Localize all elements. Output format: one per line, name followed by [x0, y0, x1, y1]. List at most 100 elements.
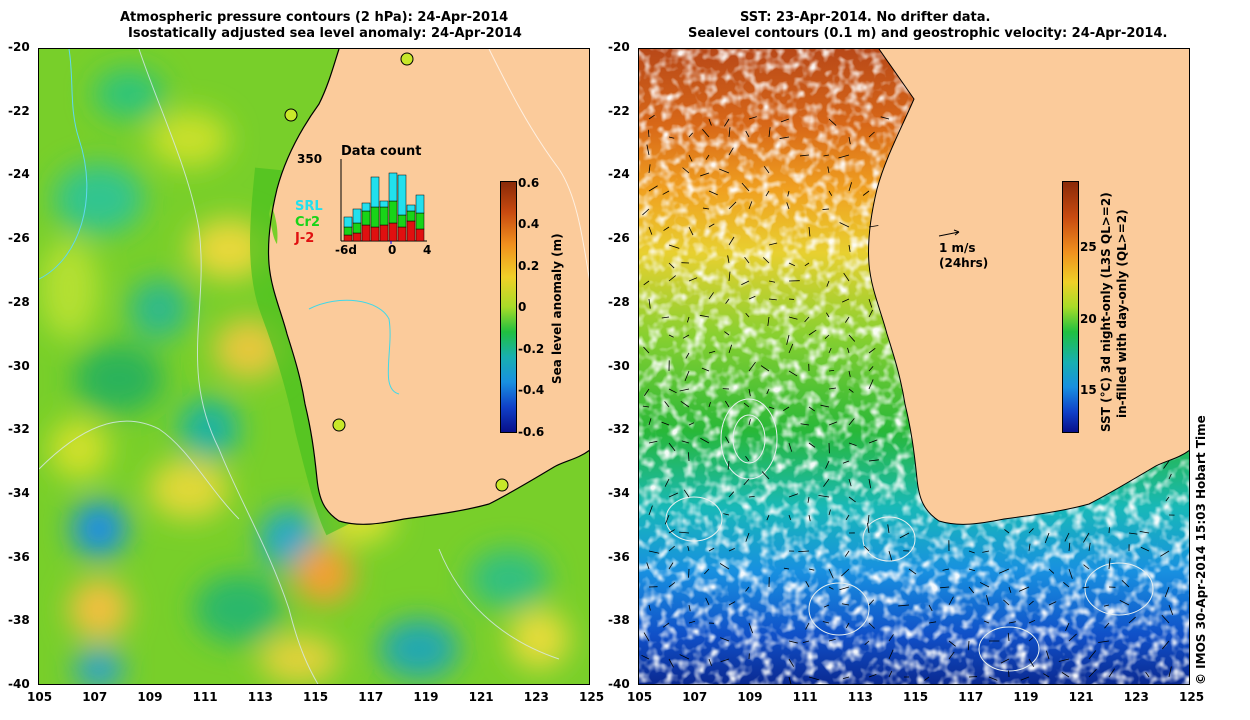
- velocity-arrow: [720, 637, 730, 642]
- velocity-arrow: [668, 658, 674, 668]
- velocity-arrow: [799, 154, 810, 157]
- velocity-arrow: [748, 116, 757, 120]
- velocity-arrow: [988, 676, 998, 681]
- sst-map-panel[interactable]: 1 m/s (24hrs): [638, 48, 1190, 685]
- tide-gauge-marker[interactable]: [400, 52, 414, 66]
- velocity-arrow: [745, 532, 750, 542]
- histogram-bar: [415, 228, 425, 242]
- x-tick-label: 121: [468, 690, 494, 704]
- velocity-arrow: [745, 312, 750, 318]
- sla-map-panel[interactable]: Data count 350 -6d 0 4 SRL Cr2 J-2: [38, 48, 590, 685]
- velocity-scale-line2: (24hrs): [939, 256, 989, 270]
- velocity-arrow: [765, 190, 770, 197]
- velocity-arrow: [1068, 633, 1077, 642]
- velocity-arrow: [822, 208, 830, 210]
- velocity-arrow: [828, 421, 838, 426]
- velocity-arrow: [663, 226, 670, 231]
- velocity-arrow: [983, 620, 990, 624]
- velocity-arrow: [928, 604, 933, 612]
- velocity-arrow: [1121, 580, 1130, 588]
- velocity-arrow: [788, 442, 793, 452]
- velocity-arrow: [1004, 529, 1010, 534]
- velocity-arrow: [888, 670, 893, 678]
- velocity-arrow: [648, 164, 651, 174]
- sla-cb-tick: -0.6: [518, 425, 545, 439]
- x-tick-label: 109: [737, 690, 763, 704]
- velocity-arrow: [1058, 658, 1070, 662]
- velocity-arrow: [701, 367, 710, 372]
- velocity-arrow: [1163, 460, 1170, 469]
- velocity-arrow: [788, 493, 799, 498]
- velocity-arrow: [828, 509, 831, 516]
- velocity-arrow: [745, 130, 750, 138]
- velocity-arrow: [768, 406, 775, 410]
- velocity-arrow: [825, 312, 830, 318]
- velocity-arrow: [845, 622, 850, 629]
- velocity-arrow: [1162, 640, 1170, 650]
- velocity-arrow: [898, 604, 910, 607]
- velocity-arrow: [1088, 650, 1097, 660]
- sst-colorbar: [1062, 181, 1079, 433]
- x-tick-label: 113: [247, 690, 273, 704]
- velocity-arrow: [788, 370, 798, 377]
- velocity-arrow: [828, 586, 834, 590]
- histogram-bar: [352, 208, 362, 224]
- velocity-arrow: [787, 190, 790, 197]
- velocity-arrow: [868, 599, 875, 606]
- velocity-arrow: [1103, 604, 1110, 607]
- tide-gauge-marker[interactable]: [332, 418, 346, 432]
- velocity-arrow: [888, 649, 894, 660]
- velocity-arrow: [968, 586, 975, 594]
- histogram-bar: [343, 234, 353, 242]
- y-tick-label: -26: [608, 231, 630, 246]
- sealevel-contour: [1084, 562, 1154, 616]
- sealevel-contour: [862, 516, 916, 562]
- velocity-arrow: [708, 118, 712, 126]
- velocity-arrow: [868, 379, 874, 390]
- velocity-arrow: [1168, 604, 1174, 615]
- velocity-arrow: [786, 334, 790, 345]
- tide-gauge-marker[interactable]: [284, 108, 298, 122]
- pressure-contour: [138, 49, 319, 684]
- y-tick-label: -20: [608, 40, 630, 54]
- velocity-scale-arrow: [938, 231, 960, 237]
- data-count-x-mid: 0: [388, 243, 397, 257]
- velocity-arrow: [745, 456, 750, 462]
- velocity-arrow: [868, 347, 876, 354]
- histogram-bar: [361, 202, 371, 212]
- velocity-arrow: [1104, 622, 1110, 629]
- y-tick-label: -22: [608, 103, 630, 118]
- velocity-arrow: [845, 514, 850, 520]
- velocity-arrow: [648, 604, 651, 611]
- velocity-arrow: [648, 550, 660, 554]
- sst-cb-label-1: SST (°C) 3d night-only (L3S QL>=2): [1099, 192, 1113, 432]
- velocity-arrow: [1160, 550, 1170, 557]
- velocity-arrow: [1018, 586, 1030, 592]
- velocity-arrow: [868, 622, 875, 629]
- velocity-arrow: [864, 640, 870, 645]
- histogram-bar: [370, 206, 380, 228]
- velocity-arrow: [848, 442, 857, 446]
- velocity-arrow: [805, 580, 810, 588]
- velocity-arrow: [788, 514, 792, 520]
- velocity-arrow: [808, 568, 815, 571]
- velocity-arrow: [968, 550, 975, 554]
- histogram-bar: [397, 226, 407, 242]
- histogram-bar: [415, 212, 425, 230]
- velocity-arrow: [724, 400, 730, 408]
- velocity-arrow: [728, 127, 731, 138]
- velocity-arrow: [1048, 568, 1055, 574]
- sla-cb-tick: -0.4: [518, 383, 545, 397]
- tide-gauge-marker[interactable]: [495, 478, 509, 492]
- velocity-arrow: [679, 388, 690, 392]
- velocity-arrow: [662, 622, 670, 628]
- histogram-bar: [406, 220, 416, 242]
- velocity-arrow: [644, 388, 650, 396]
- y-tick-label: -20: [8, 40, 30, 54]
- velocity-arrow: [823, 154, 830, 157]
- velocity-arrow: [719, 563, 730, 570]
- y-tick-label: -36: [608, 549, 630, 564]
- histogram-bar: [388, 200, 398, 224]
- velocity-arrow: [967, 640, 970, 651]
- legend-j2: J-2: [295, 231, 315, 246]
